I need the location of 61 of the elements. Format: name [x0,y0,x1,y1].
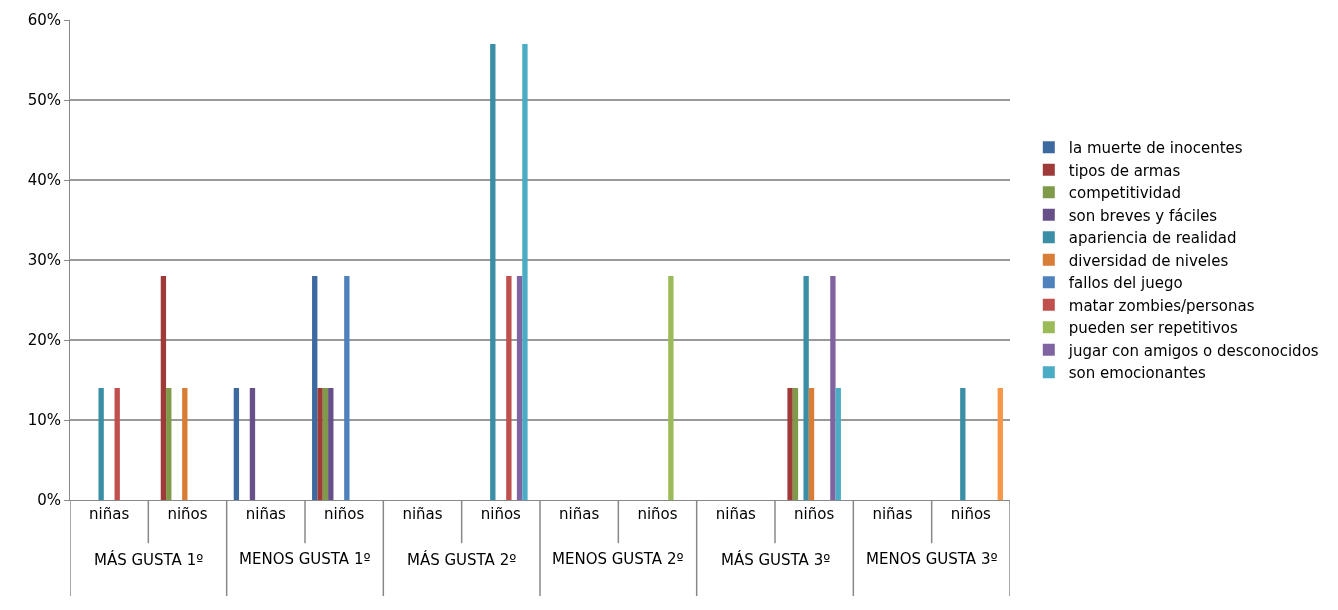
legend-label: competitividad [1068,184,1181,203]
text: MÁS GUSTA 3º [721,550,831,569]
text: MENOS GUSTA 2º [552,550,684,568]
legend-label: pueden ser repetitivos [1068,319,1239,338]
x-tick-label: niñas [245,505,287,523]
bar [312,276,318,500]
bar [328,388,334,500]
legend-label: tipos de armas [1068,161,1181,180]
x-tick-label: niñas [872,505,913,523]
bar [787,388,793,500]
y-tick-label: 0% [37,491,61,510]
x-tick-label: niños [637,505,678,523]
x-tick-label: niñas [715,505,757,523]
bar [830,276,836,500]
text: MENOS GUSTA 1º [239,550,371,568]
bar [835,388,841,500]
text: MENOS GUSTA 3º [866,550,998,568]
legend-label: fallos del juego [1068,274,1183,293]
bar [160,276,167,500]
y-tick-label: 50% [27,91,61,110]
x-tick-label: niñas [89,505,130,523]
x-tick-label: niños [324,505,365,523]
bar [233,388,240,500]
legend-label: son emocionantes [1068,364,1206,383]
x-tick-label: niñas [559,505,600,523]
bar [98,388,104,500]
legend-label: son breves y fáciles [1068,206,1218,225]
bar [522,44,528,500]
bar [317,388,323,500]
legend-label: diversidad de niveles [1068,251,1229,270]
bar [792,388,799,500]
x-tick-label: niñas [402,505,443,523]
bar [997,388,1003,500]
bar [166,388,172,500]
bar [516,276,523,500]
text: MÁS GUSTA 2º [407,550,517,569]
bar [114,388,120,500]
bar [803,276,809,500]
bar [182,388,188,500]
x-tick-label: niños [794,505,835,523]
x-tick-label: niños [480,505,522,523]
bar [490,44,496,500]
bar [344,276,350,500]
legend-label: matar zombies/personas [1068,296,1255,315]
y-tick-label: 10% [27,411,61,430]
bar [808,388,815,500]
y-tick-label: 60% [27,11,61,30]
text: MÁS GUSTA 1º [94,550,204,569]
x-tick-label: niños [950,505,992,523]
y-tick-label: 20% [27,331,61,350]
legend-label: la muerte de inocentes [1068,139,1243,158]
bar [322,388,329,500]
y-tick-label: 30% [27,251,61,270]
bar [506,276,512,500]
bar [960,388,966,500]
legend-label: apariencia de realidad [1068,229,1237,248]
y-tick-label: 40% [27,171,61,190]
x-tick-label: niños [167,505,208,523]
bar [668,276,674,500]
legend-label: jugar con amigos o desconocidos [1067,341,1319,360]
bar [249,388,256,500]
